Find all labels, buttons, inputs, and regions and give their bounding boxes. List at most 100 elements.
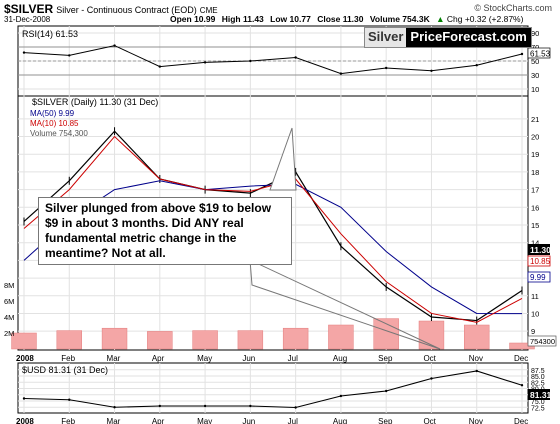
rsi-point: [475, 63, 478, 67]
usd-point: [475, 369, 478, 373]
usd-point: [294, 406, 297, 409]
rsi-point: [203, 61, 207, 64]
volume-bar: [147, 331, 173, 350]
annotation-callout: Silver plunged from above $19 to below $…: [38, 197, 292, 265]
usd-tick-label: 85.0: [531, 374, 545, 381]
rsi-tick-label: 70: [531, 43, 539, 52]
header-date: 31-Dec-2008: [4, 15, 51, 24]
usd-tag: 81.31: [530, 390, 552, 400]
watermark-part2: PriceForecast.com: [406, 28, 531, 47]
x-tick-label: Jul: [288, 417, 298, 424]
usd-point: [113, 406, 116, 409]
price-tick-label: 15: [531, 221, 539, 230]
close-tag-box: [528, 244, 550, 255]
price-tick-label: 11: [531, 292, 539, 301]
x-tick-label: Nov: [469, 354, 483, 363]
rsi-point: [22, 51, 26, 54]
close-tag: 11.30: [530, 245, 551, 255]
callout-pointer-lower: [249, 259, 441, 350]
volume-bar: [192, 330, 218, 350]
volume-tick-label: 6M: [4, 297, 14, 306]
rsi-value-tag-box: [527, 47, 551, 59]
volume-bar: [101, 327, 128, 350]
x-tick-label: May: [197, 354, 212, 363]
volume-bars: [11, 318, 535, 350]
watermark: Silver PriceForecast.com: [364, 27, 532, 48]
up-arrow-icon: ▲: [436, 14, 445, 24]
open-value: Open 10.99: [170, 14, 216, 24]
rsi-point: [384, 66, 388, 70]
price-tick-label: 14: [531, 239, 539, 248]
x-tick-label: Jun: [242, 417, 255, 424]
volume-bar: [237, 330, 264, 350]
usd-series: [22, 369, 524, 409]
description: Silver - Continuous Contract (EOD): [56, 5, 197, 15]
price-tick-label: 21: [531, 115, 539, 124]
x-tick-label: Feb: [61, 417, 75, 424]
usd-point: [430, 377, 433, 380]
x-tick-label: Oct: [423, 417, 436, 424]
watermark-part1: Silver: [365, 28, 407, 47]
rsi-point: [68, 54, 71, 57]
x-tick-label: Feb: [61, 354, 75, 363]
rsi-point: [339, 72, 343, 75]
rsi-point: [430, 69, 433, 73]
rsi-series: [22, 44, 524, 75]
x-tick-label: Sep: [378, 354, 393, 363]
usd-tag-box: [528, 389, 550, 400]
rsi-point: [158, 65, 162, 68]
usd-tick-label: 72.5: [531, 405, 545, 412]
price-tick-label: 16: [531, 203, 539, 212]
high-value: High 11.43: [221, 14, 264, 24]
rsi-point: [520, 52, 524, 56]
volume-tag-box: [527, 335, 557, 347]
rsi-line: [23, 45, 523, 75]
x-tick-label: Dec: [514, 354, 528, 363]
volume-bar: [464, 324, 490, 350]
x-tick-label: 2008: [16, 417, 34, 424]
x-tick-label: Dec: [514, 417, 528, 424]
usd-tick-label: 87.5: [531, 368, 545, 375]
rsi-point: [249, 59, 252, 63]
x-tick-label: Aug: [333, 417, 347, 424]
volume-tick-label: 4M: [4, 313, 14, 322]
price-tick-label: 10: [531, 309, 539, 318]
volume-bar: [418, 320, 445, 350]
header-title-line: $SILVER Silver - Continuous Contract (EO…: [4, 2, 218, 16]
x-tick-label: May: [197, 417, 212, 424]
callout-pointer: [269, 127, 297, 191]
change-value: Chg +0.32 (+2.87%): [446, 14, 524, 24]
volume-tick-label: 8M: [4, 281, 14, 290]
rsi-tick-label: 10: [531, 85, 539, 94]
ma50-tag: 9.99: [530, 273, 546, 282]
x-tick-label: Sep: [378, 417, 393, 424]
ma10-tag-box: [527, 255, 551, 267]
volume-value: Volume 754.3K: [369, 14, 430, 24]
usd-point: [520, 384, 524, 387]
ma50-tag-box: [527, 271, 551, 283]
x-tick-label: Mar: [107, 354, 121, 363]
volume-tag: 754300: [530, 337, 555, 346]
volume-bar: [328, 324, 354, 350]
usd-point: [249, 404, 252, 408]
rsi-tick-label: 50: [531, 57, 539, 66]
usd-point: [68, 398, 71, 401]
header-ohlc: Open 10.99 High 11.43 Low 10.77 Close 11…: [170, 14, 523, 24]
usd-point: [384, 389, 388, 393]
price-tick-label: 20: [531, 133, 539, 142]
price-tick-label: 9: [531, 327, 535, 336]
x-tick-label: Mar: [107, 417, 121, 424]
annotation-text: Silver plunged from above $19 to below $…: [45, 201, 272, 260]
volume-bar: [11, 332, 37, 350]
usd-point: [203, 404, 207, 408]
x-tick-label: Apr: [152, 354, 165, 363]
usd-point: [339, 394, 343, 398]
volume-bar: [56, 330, 82, 350]
ma10-tag: 10.85: [530, 257, 551, 266]
rsi-value-tag: 61.53: [530, 50, 551, 59]
usd-line: [23, 370, 523, 409]
rsi-label: RSI(14) 61.53: [22, 29, 78, 39]
x-tick-label: Oct: [423, 354, 436, 363]
rsi-point: [113, 44, 116, 47]
price-label: $SILVER (Daily) 11.30 (31 Dec): [32, 97, 158, 107]
